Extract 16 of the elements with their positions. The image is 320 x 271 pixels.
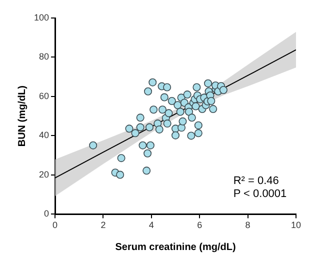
y-tick-label: 80 — [39, 52, 50, 62]
x-tick-label: 8 — [245, 220, 250, 230]
y-tick-label: 60 — [39, 90, 50, 101]
y-tick-label: 0 — [44, 208, 50, 219]
annotation: P < 0.0001 — [233, 188, 287, 200]
x-tick-label: 0 — [52, 220, 58, 230]
annotation: R² = 0.46 — [233, 175, 279, 188]
y-tick-label: 20 — [39, 169, 50, 180]
y-tick-label: 100 — [34, 12, 50, 22]
x-tick-label: 2 — [100, 220, 106, 230]
y-tick-label: 40 — [39, 130, 50, 140]
x-tick-label: 4 — [148, 220, 154, 230]
x-tick-label: 10 — [290, 220, 302, 230]
x-axis-title: Serum creatinine (mg/dL) — [115, 242, 236, 253]
y-axis-title: BUN (mg/dL) — [16, 86, 28, 147]
x-tick-label: 6 — [197, 220, 202, 230]
